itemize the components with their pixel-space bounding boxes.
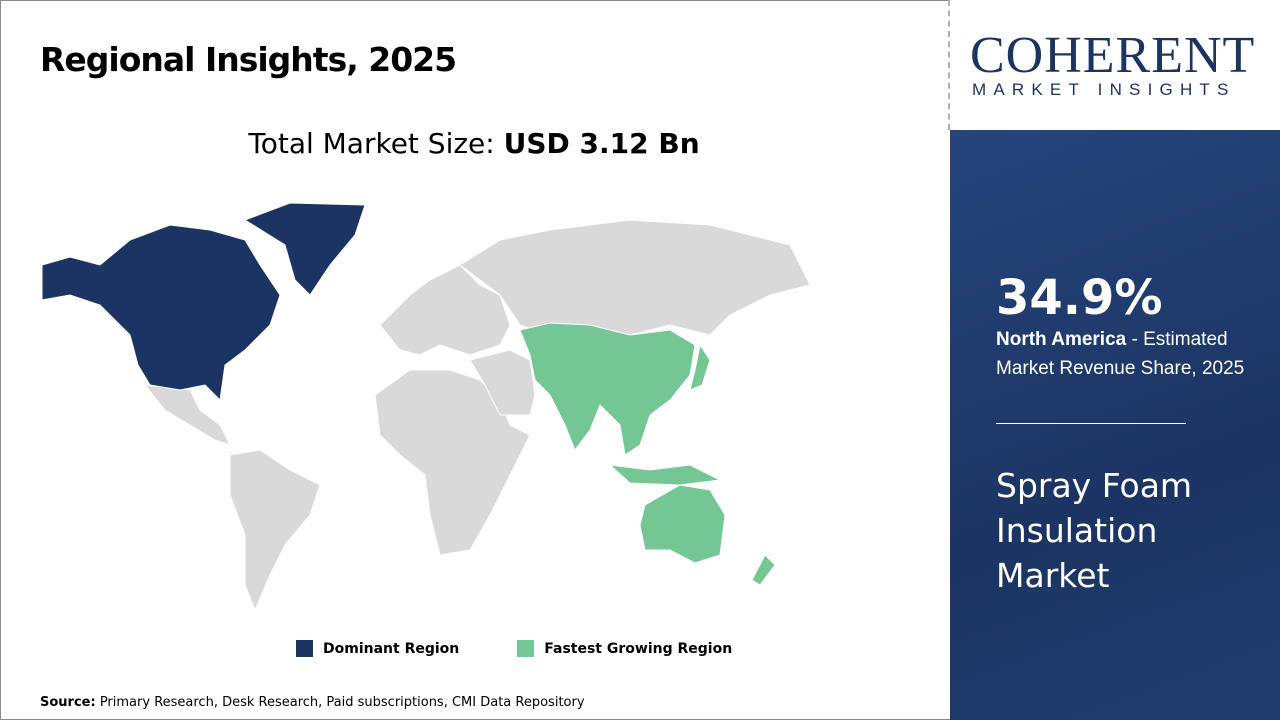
- map-australia: [639, 484, 726, 564]
- map-japan: [689, 343, 711, 391]
- map-mexico-central-america: [143, 384, 231, 446]
- map-south-america: [229, 449, 321, 612]
- divider: [948, 0, 950, 130]
- map-asia-pacific: [519, 322, 696, 456]
- logo-brand: COHERENT: [970, 27, 1256, 84]
- legend-item-fastest: Fastest Growing Region: [517, 640, 732, 657]
- panel-divider: [996, 423, 1186, 424]
- share-description: North America - Estimated Market Revenue…: [996, 325, 1276, 383]
- logo: COHERENT MARKET INSIGHTS: [950, 0, 1280, 130]
- total-market-size: Total Market Size: USD 3.12 Bn: [0, 127, 948, 160]
- map-middle-east: [469, 349, 536, 416]
- source-note: Source: Primary Research, Desk Research,…: [40, 695, 585, 710]
- market-name: Spray Foam Insulation Market: [996, 466, 1193, 595]
- map-indonesia: [608, 464, 722, 486]
- page-title: Regional Insights, 2025: [40, 40, 457, 79]
- map-africa: [374, 369, 531, 556]
- logo-tagline: MARKET INSIGHTS: [972, 80, 1236, 99]
- world-map: [41, 202, 811, 612]
- map-north-america: [41, 224, 281, 402]
- market-size-label: Total Market Size:: [248, 127, 504, 160]
- legend: Dominant Region Fastest Growing Region: [296, 640, 732, 657]
- legend-label: Dominant Region: [323, 640, 460, 657]
- map-new-zealand: [751, 554, 776, 586]
- share-value: 34.9%: [996, 270, 1163, 326]
- legend-swatch-fastest: [517, 640, 535, 657]
- source-text: Primary Research, Desk Research, Paid su…: [95, 695, 585, 710]
- stat-panel: 34.9% North America - Estimated Market R…: [950, 130, 1280, 720]
- source-label: Source:: [40, 695, 96, 710]
- legend-item-dominant: Dominant Region: [296, 640, 459, 657]
- market-size-value: USD 3.12 Bn: [503, 127, 700, 160]
- legend-swatch-dominant: [296, 640, 313, 657]
- map-greenland: [243, 202, 366, 296]
- share-text: - Estimated Market Revenue Share, 2025: [996, 329, 1245, 379]
- map-russia: [459, 219, 811, 336]
- legend-label: Fastest Growing Region: [544, 640, 733, 657]
- map-europe: [379, 264, 511, 356]
- share-region: North America: [996, 329, 1127, 350]
